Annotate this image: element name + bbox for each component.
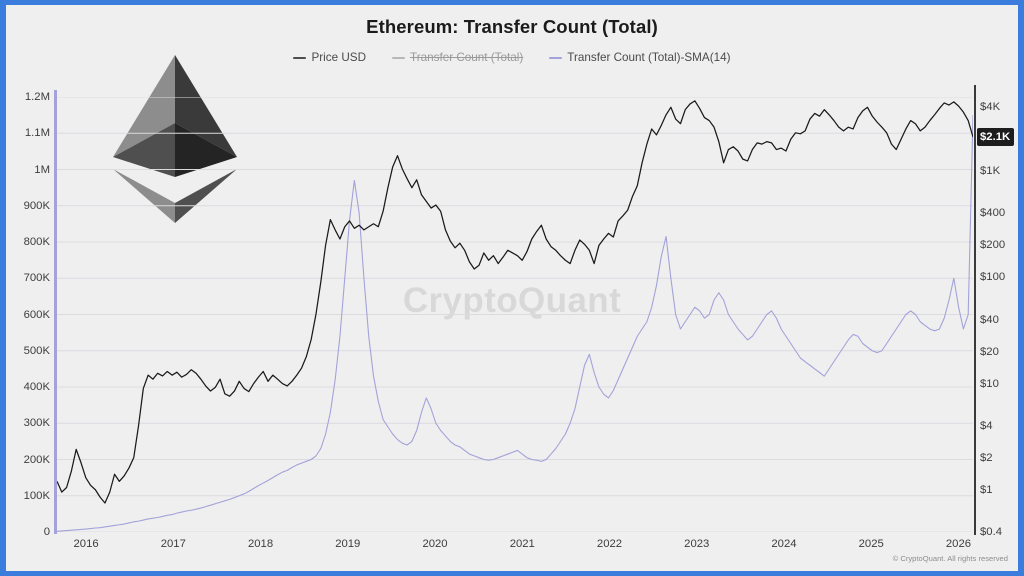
y-axis-right-tick-label: $400 — [980, 207, 1006, 220]
y-axis-left-tick-label: 500K — [23, 344, 50, 357]
y-axis-right-tick-label: $2 — [980, 451, 993, 464]
legend-item-transfer-count[interactable]: Transfer Count (Total) — [392, 51, 523, 64]
legend-label-transfer-count: Transfer Count (Total) — [410, 51, 524, 64]
legend-label-transfer-count-sma: Transfer Count (Total)-SMA(14) — [567, 51, 731, 64]
x-axis-tick-label: 2026 — [945, 538, 972, 550]
y-axis-right-tick-label: $40 — [980, 313, 999, 326]
footer-copyright: © CryptoQuant. All rights reserved — [892, 554, 1008, 563]
gridlines — [57, 97, 973, 532]
y-axis-left-tick-label: 900K — [23, 199, 50, 212]
chart-canvas: Ethereum: Transfer Count (Total) Price U… — [6, 5, 1018, 571]
x-axis-tick-label: 2017 — [160, 538, 186, 550]
page-title: Ethereum: Transfer Count (Total) — [366, 16, 658, 37]
series-line-price-usd — [57, 100, 973, 504]
y-axis-right-tick-label: $0.4 — [980, 526, 1002, 538]
legend-label-price-usd: Price USD — [311, 51, 367, 64]
series-line-transfer-count-sma — [57, 115, 973, 532]
y-axis-right-line — [974, 85, 976, 535]
x-axis-tick-label: 2019 — [335, 538, 361, 550]
y-axis-right-tick-label: $100 — [980, 271, 1006, 284]
y-axis-right-tick-label: $1 — [980, 483, 993, 496]
plot-area — [57, 97, 973, 532]
y-axis-left-tick-label: 100K — [23, 489, 50, 502]
legend-swatch-transfer-count-sma — [549, 56, 563, 59]
y-axis-left-line — [54, 90, 57, 534]
y-axis-left-tick-label: 0 — [43, 526, 50, 538]
legend-swatch-transfer-count — [392, 56, 406, 59]
x-axis-tick-label: 2016 — [73, 538, 99, 550]
y-axis-right-tick-label: $10 — [980, 377, 999, 390]
y-axis-right-tick-label: $20 — [980, 345, 999, 358]
current-price-badge: $2.1K — [977, 128, 1015, 146]
x-axis-tick-label: 2018 — [247, 538, 274, 550]
y-axis-left-tick-label: 800K — [23, 236, 50, 248]
ethereum-logo — [113, 55, 237, 223]
y-axis-left-tick-label: 400K — [23, 381, 50, 393]
y-axis-left-tick-label: 1M — [34, 163, 50, 176]
y-axis-right-tick-label: $1K — [980, 165, 1001, 178]
x-axis-tick-label: 2024 — [771, 538, 797, 550]
y-axis-left-tick-label: 1.2M — [24, 91, 50, 103]
y-axis-left-tick-label: 1.1M — [24, 127, 50, 140]
legend-item-transfer-count-sma[interactable]: Transfer Count (Total)-SMA(14) — [549, 51, 731, 64]
x-axis-tick-label: 2023 — [684, 538, 710, 550]
x-axis-tick-label: 2020 — [422, 538, 448, 550]
x-axis-tick-label: 2025 — [858, 538, 884, 550]
y-axis-left-tick-label: 700K — [23, 272, 50, 285]
y-axis-right-tick-label: $4K — [980, 101, 1001, 114]
x-axis-tick-label: 2022 — [596, 538, 623, 550]
chart-legend: Price USD Transfer Count (Total) Transfe… — [6, 51, 1018, 64]
x-axis-tick-label: 2021 — [509, 538, 535, 550]
y-axis-left-tick-label: 200K — [23, 453, 50, 466]
legend-swatch-price-usd — [293, 56, 307, 59]
y-axis-left-tick-label: 600K — [23, 308, 50, 321]
y-axis-right-tick-label: $4 — [980, 419, 993, 432]
legend-item-price-usd[interactable]: Price USD — [293, 51, 366, 64]
y-axis-left-tick-label: 300K — [23, 417, 50, 430]
y-axis-right-tick-label: $200 — [980, 239, 1006, 252]
